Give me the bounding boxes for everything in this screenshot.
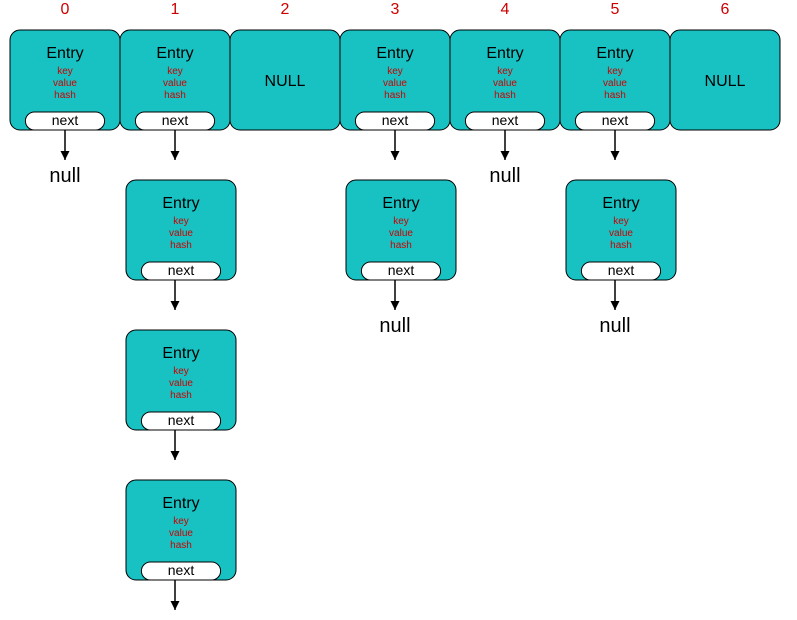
next-label: next [52,112,79,128]
entry-title: Entry [602,195,639,212]
entry-field-hash: hash [54,90,76,101]
hashmap-diagram: 0Entrykeyvaluehashnextnull1Entrykeyvalue… [0,0,797,620]
entry-title: Entry [596,45,633,62]
entry-field-hash: hash [390,240,412,251]
bucket-index: 0 [61,1,70,18]
entry-field-value: value [389,228,413,239]
entry-title: Entry [162,495,199,512]
null-terminal: null [49,165,80,187]
null-terminal: null [599,315,630,337]
entry-field-key: key [387,66,403,77]
next-label: next [382,112,409,128]
bucket-index: 3 [391,1,400,18]
entry-field-hash: hash [384,90,406,101]
null-bucket-label: NULL [265,73,306,90]
bucket-index: 5 [611,1,620,18]
entry-field-hash: hash [170,540,192,551]
entry-field-key: key [57,66,73,77]
bucket-index: 6 [721,1,730,18]
entry-field-key: key [393,216,409,227]
entry-field-key: key [173,216,189,227]
entry-title: Entry [486,45,523,62]
bucket-index: 4 [501,1,510,18]
next-label: next [168,562,195,578]
entry-field-hash: hash [170,240,192,251]
entry-title: Entry [162,345,199,362]
next-label: next [602,112,629,128]
entry-field-key: key [173,366,189,377]
null-terminal: null [379,315,410,337]
entry-field-value: value [53,78,77,89]
entry-field-hash: hash [610,240,632,251]
entry-field-value: value [163,78,187,89]
entry-field-value: value [609,228,633,239]
next-label: next [608,262,635,278]
entry-title: Entry [382,195,419,212]
entry-field-key: key [613,216,629,227]
next-label: next [168,262,195,278]
entry-field-value: value [383,78,407,89]
entry-field-key: key [173,516,189,527]
entry-field-key: key [167,66,183,77]
entry-title: Entry [156,45,193,62]
entry-field-hash: hash [494,90,516,101]
entry-field-key: key [497,66,513,77]
null-terminal: null [489,165,520,187]
entry-field-hash: hash [164,90,186,101]
entry-title: Entry [376,45,413,62]
entry-field-value: value [603,78,627,89]
entry-field-hash: hash [170,390,192,401]
entry-field-value: value [169,528,193,539]
bucket-index: 2 [281,1,290,18]
entry-title: Entry [162,195,199,212]
entry-field-hash: hash [604,90,626,101]
next-label: next [168,412,195,428]
entry-field-value: value [493,78,517,89]
next-label: next [492,112,519,128]
entry-field-value: value [169,228,193,239]
null-bucket-label: NULL [705,73,746,90]
next-label: next [388,262,415,278]
entry-field-key: key [607,66,623,77]
next-label: next [162,112,189,128]
entry-field-value: value [169,378,193,389]
bucket-index: 1 [171,1,180,18]
entry-title: Entry [46,45,83,62]
